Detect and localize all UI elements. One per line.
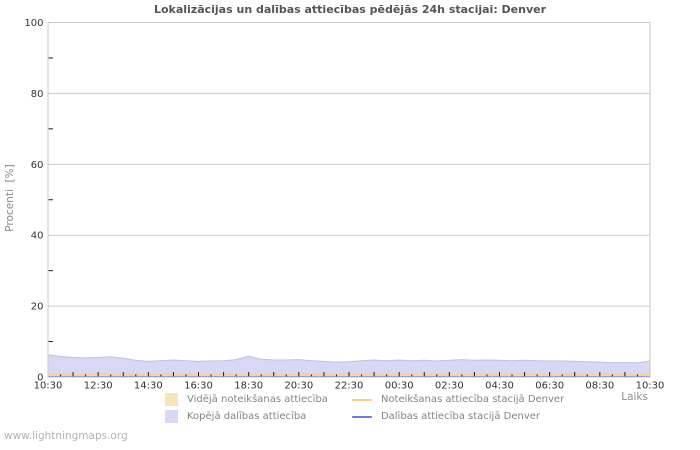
svg-text:00:30: 00:30 (385, 381, 414, 392)
svg-text:10:30: 10:30 (34, 381, 63, 392)
watermark: www.lightningmaps.org (4, 430, 128, 442)
svg-text:0: 0 (37, 373, 43, 384)
svg-text:02:30: 02:30 (435, 381, 464, 392)
legend-item-total-participation: Kopējā dalības attiecība (165, 409, 328, 424)
series-1 (47, 354, 651, 377)
legend-label: Dalības attiecība stacijā Denver (380, 411, 541, 422)
x-tick-labels: 10:30 12:30 14:30 16:30 18:30 20:30 22:30 00:30… (34, 381, 665, 392)
svg-text:06:30: 06:30 (535, 381, 564, 392)
x-axis-title: Laiks (621, 391, 648, 403)
svg-text:80: 80 (31, 89, 44, 100)
svg-text:60: 60 (31, 160, 44, 171)
svg-text:22:30: 22:30 (335, 381, 364, 392)
line-swatch-icon (351, 415, 372, 418)
line-swatch-icon (351, 398, 372, 401)
legend-item-detection-denver: Noteikšanas attiecība stacijā Denver (351, 392, 565, 407)
svg-text:40: 40 (31, 231, 44, 242)
chart-title: Lokalizācijas un dalības attiecības pēdē… (153, 3, 547, 16)
plot-frame (47, 22, 651, 378)
gridlines (48, 92, 650, 307)
svg-text:16:30: 16:30 (184, 381, 213, 392)
chart-legend: Vidējā noteikšanas attiecība Kopējā dalī… (165, 392, 564, 424)
svg-text:04:30: 04:30 (485, 381, 514, 392)
legend-item-participation-denver: Dalības attiecība stacijā Denver (351, 409, 564, 424)
svg-text:12:30: 12:30 (84, 381, 113, 392)
svg-text:08:30: 08:30 (585, 381, 614, 392)
legend-label: Kopējā dalības attiecība (187, 411, 307, 422)
y-tick-labels: 0 20 40 60 80 100 (24, 18, 43, 384)
svg-text:14:30: 14:30 (134, 381, 163, 392)
area-swatch-icon (165, 393, 178, 406)
legend-item-avg-detection: Vidējā noteikšanas attiecība (165, 392, 328, 407)
y-minor-ticks (48, 57, 53, 343)
svg-text:18:30: 18:30 (234, 381, 263, 392)
svg-text:20: 20 (31, 302, 44, 313)
legend-label: Noteikšanas attiecība stacijā Denver (380, 394, 565, 405)
svg-text:10:30: 10:30 (636, 381, 665, 392)
svg-text:20:30: 20:30 (284, 381, 313, 392)
svg-text:100: 100 (24, 18, 43, 29)
area-swatch-icon (165, 410, 178, 423)
legend-label: Vidējā noteikšanas attiecība (187, 394, 328, 405)
